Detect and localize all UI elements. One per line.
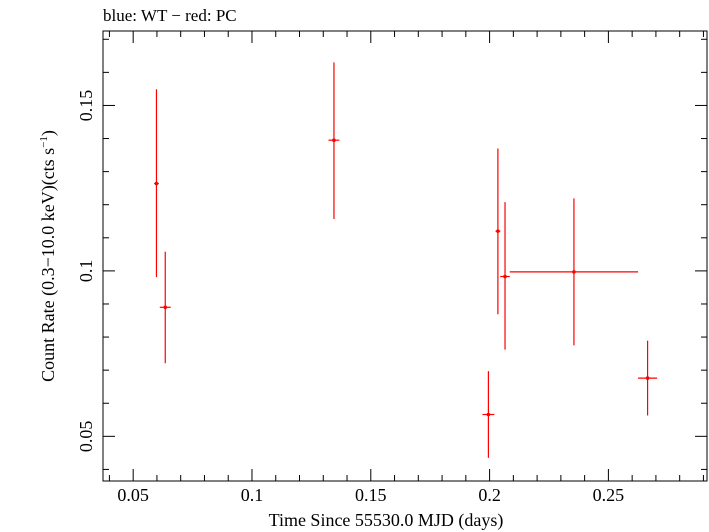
x-tick-label: 0.05 (117, 485, 149, 505)
data-point (154, 89, 159, 278)
y-axis-title-main: Count Rate (0.3−10.0 keV)(cts s (38, 148, 59, 382)
x-tick-label: 0.15 (355, 485, 387, 505)
data-marker (486, 412, 491, 417)
x-axis-title: Time Since 55530.0 MJD (days) (269, 510, 504, 531)
data-point (159, 251, 171, 364)
data-marker (163, 305, 168, 310)
data-point (328, 62, 340, 219)
data-point (509, 198, 639, 346)
y-axis-title: Count Rate (0.3−10.0 keV)(cts s−1) (38, 130, 59, 382)
x-tick-label: 0.1 (241, 485, 264, 505)
x-axis: 0.05 0.1 0.15 0.2 0.25 (108, 31, 704, 505)
data-point (482, 371, 495, 458)
y-axis-title-superscript: −1 (38, 136, 50, 148)
y-axis: 0.05 0.1 0.15 (76, 38, 707, 470)
y-tick-label: 0.05 (76, 421, 96, 453)
data-marker (496, 229, 500, 233)
y-axis-title-close: ) (38, 130, 59, 136)
data-marker (572, 270, 576, 274)
data-series-pc (154, 62, 658, 458)
data-marker (645, 376, 650, 380)
data-point (495, 148, 501, 315)
x-tick-label: 0.2 (478, 485, 501, 505)
y-tick-label: 0.1 (76, 260, 96, 283)
chart-title: blue: WT − red: PC (103, 6, 237, 25)
x-tick-label: 0.25 (593, 485, 625, 505)
y-tick-label: 0.15 (76, 90, 96, 122)
data-marker (503, 274, 507, 279)
data-marker (332, 138, 336, 142)
plot-frame (102, 30, 708, 482)
data-marker (154, 181, 159, 186)
data-point (500, 202, 510, 350)
data-point (638, 340, 658, 416)
